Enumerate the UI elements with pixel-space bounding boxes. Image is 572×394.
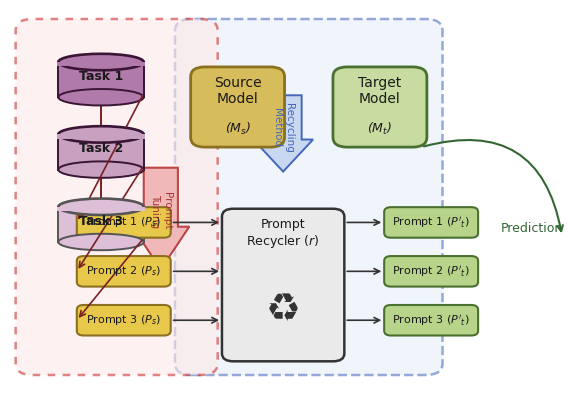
- FancyBboxPatch shape: [77, 305, 170, 336]
- Ellipse shape: [58, 234, 144, 250]
- Text: Prompt 2 ($P'_t$): Prompt 2 ($P'_t$): [392, 264, 470, 279]
- Text: ($M_s$): ($M_s$): [225, 121, 251, 137]
- Text: Task 1: Task 1: [79, 70, 123, 83]
- Text: Prompt 1 ($P_s$): Prompt 1 ($P_s$): [86, 216, 161, 229]
- Ellipse shape: [58, 126, 144, 143]
- Text: Source
Model: Source Model: [214, 76, 261, 106]
- Text: Prompt
Tuning: Prompt Tuning: [150, 192, 172, 229]
- Bar: [58, 207, 144, 242]
- FancyBboxPatch shape: [77, 207, 170, 238]
- FancyBboxPatch shape: [384, 207, 478, 238]
- Text: Prompt 3 ($P_s$): Prompt 3 ($P_s$): [86, 313, 161, 327]
- Text: Task 2: Task 2: [79, 142, 123, 155]
- Bar: [57, 134, 145, 139]
- Text: Prompt
Recycler ($r$): Prompt Recycler ($r$): [247, 218, 320, 250]
- FancyBboxPatch shape: [15, 19, 218, 375]
- Polygon shape: [132, 168, 189, 269]
- Ellipse shape: [58, 162, 144, 178]
- Polygon shape: [253, 95, 313, 171]
- Text: Task 3: Task 3: [79, 215, 123, 228]
- Ellipse shape: [58, 199, 144, 215]
- Text: Recycling
Method: Recycling Method: [272, 102, 294, 152]
- FancyBboxPatch shape: [333, 67, 427, 147]
- Text: Prompt 3 ($P'_t$): Prompt 3 ($P'_t$): [392, 313, 470, 328]
- FancyBboxPatch shape: [384, 305, 478, 336]
- Bar: [58, 134, 144, 169]
- FancyBboxPatch shape: [190, 67, 285, 147]
- Text: Prompt 1 ($P'_t$): Prompt 1 ($P'_t$): [392, 215, 470, 230]
- Text: Prompt 2 ($P_s$): Prompt 2 ($P_s$): [86, 264, 161, 278]
- Text: ($M_t$): ($M_t$): [367, 121, 392, 137]
- FancyBboxPatch shape: [384, 256, 478, 286]
- Bar: [58, 62, 144, 97]
- FancyBboxPatch shape: [222, 209, 344, 361]
- Text: ♻: ♻: [266, 292, 301, 329]
- Text: Prediction: Prediction: [501, 222, 563, 235]
- Bar: [57, 207, 145, 211]
- Text: Target
Model: Target Model: [358, 76, 402, 106]
- Ellipse shape: [58, 54, 144, 70]
- FancyBboxPatch shape: [77, 256, 170, 286]
- Ellipse shape: [58, 89, 144, 106]
- FancyBboxPatch shape: [175, 19, 443, 375]
- Bar: [57, 62, 145, 66]
